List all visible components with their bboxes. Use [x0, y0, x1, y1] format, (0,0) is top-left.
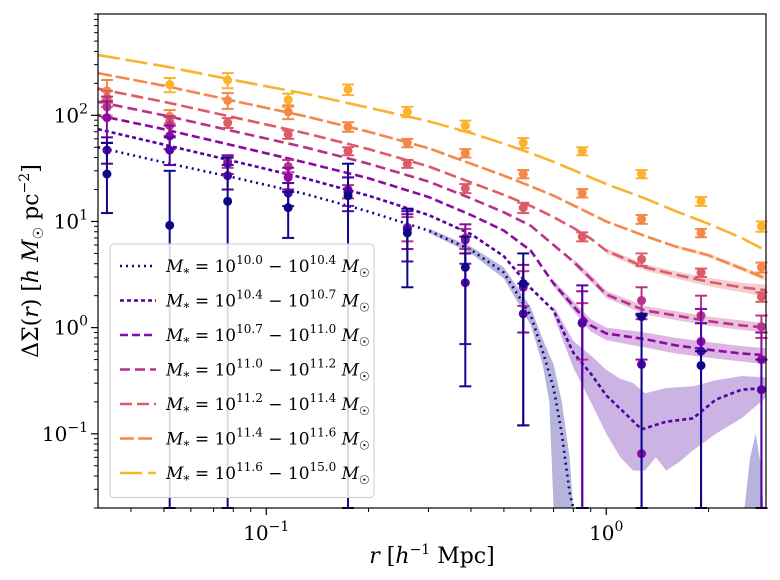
y-tick-label-1: 100: [54, 314, 88, 340]
data-point-series-4-11: [755, 291, 768, 303]
model-line-series-5: [98, 71, 766, 280]
data-point-series-6-5: [401, 105, 414, 119]
data-point-series-0-3: [282, 190, 295, 239]
data-point-series-4-7: [517, 201, 530, 215]
data-point-series-5-8: [576, 188, 589, 199]
x-axis-label: r [h−1 Mpc]: [369, 542, 494, 569]
legend-entry-0: M* = 1010.0 − 1010.4 M☉: [120, 253, 370, 280]
data-point-series-4-5: [401, 158, 414, 169]
legend-label-1: M* = 1010.4 − 1010.7 M☉: [165, 288, 370, 315]
model-line-series-4: [98, 87, 766, 292]
legend-entry-1: M* = 1010.4 − 1010.7 M☉: [120, 288, 370, 315]
data-point-series-6-4: [342, 83, 355, 97]
data-point-series-6-7: [517, 137, 530, 150]
data-point-series-6-1: [163, 76, 176, 94]
legend-label-4: M* = 1011.2 − 1011.4 M☉: [165, 391, 370, 418]
model-line-series-3: [98, 100, 766, 329]
data-point-series-5-6: [459, 148, 472, 159]
data-point-series-5-11: [755, 261, 768, 274]
data-point-series-4-6: [459, 183, 472, 195]
band-series-0: [428, 228, 574, 508]
data-point-series-6-9: [635, 169, 648, 180]
x-tick-label-1: 100: [589, 519, 623, 545]
model-line-series-0: [98, 146, 575, 508]
legend-label-6: M* = 1011.6 − 1015.0 M☉: [165, 460, 370, 487]
y-tick-label-0: 10−1: [42, 420, 88, 446]
y-tick-label-3: 102: [54, 101, 88, 127]
legend-label-0: M* = 1010.0 − 1010.4 M☉: [165, 253, 370, 280]
data-point-series-5-5: [401, 137, 414, 149]
legend-entry-3: M* = 1011.0 − 1011.2 M☉: [120, 357, 370, 384]
band-series-2: [553, 280, 766, 365]
data-point-series-4-8: [576, 231, 589, 243]
y-axis-label: ΔΣ(r) [h M☉ pc−2]: [17, 164, 47, 358]
legend-label-3: M* = 1011.0 − 1011.2 M☉: [165, 357, 370, 384]
data-point-series-0-7: [517, 252, 530, 427]
band-series-5: [675, 245, 766, 281]
legend-label-2: M* = 1010.7 − 1011.0 M☉: [165, 322, 370, 349]
uncertainty-bands: [428, 228, 766, 508]
legend-box: [109, 243, 375, 498]
legend-label-5: M* = 1011.4 − 1011.6 M☉: [165, 426, 370, 453]
y-tick-label-2: 101: [54, 207, 88, 233]
data-point-series-5-7: [517, 169, 530, 180]
legend-entry-2: M* = 1010.7 − 1011.0 M☉: [120, 322, 370, 349]
data-point-series-5-10: [695, 227, 708, 239]
legend: M* = 1010.0 − 1010.4 M☉ M* = 1010.4 − 101…: [109, 243, 375, 498]
data-point-series-6-6: [459, 119, 472, 133]
model-lines: [98, 53, 766, 508]
data-point-series-4-3: [282, 129, 295, 140]
legend-entry-6: M* = 1011.6 − 1015.0 M☉: [120, 460, 370, 487]
data-point-series-0-0: [100, 141, 113, 215]
data-point-series-4-2: [221, 117, 234, 129]
data-point-series-6-10: [695, 196, 708, 207]
band-series-0-b: [744, 433, 764, 508]
band-series-1: [553, 306, 766, 471]
x-tick-label-0: 10−1: [243, 519, 289, 545]
axis-ticks: 10−1 100 10−1 100 101 102: [42, 13, 710, 545]
data-point-series-6-8: [576, 146, 589, 157]
band-series-4: [606, 248, 766, 297]
data-point-series-5-9: [635, 214, 648, 225]
data-point-series-5-2: [221, 92, 234, 110]
legend-entry-5: M* = 1011.4 − 1011.6 M☉: [120, 426, 370, 453]
data-point-series-5-3: [282, 104, 295, 121]
data-point-series-4-9: [635, 252, 648, 268]
plot-frame: [97, 13, 767, 509]
model-line-series-6: [98, 53, 766, 252]
data-point-series-1-1: [163, 136, 176, 167]
data-point-series-4-10: [695, 267, 708, 278]
data-point-series-4-4: [342, 146, 355, 157]
legend-entry-4: M* = 1011.2 − 1011.4 M☉: [120, 391, 370, 418]
data-point-series-6-2: [221, 72, 234, 90]
data-point-series-0-5: [401, 207, 414, 289]
data-point-series-0-6: [459, 235, 472, 388]
data-point-series-5-4: [342, 121, 355, 133]
